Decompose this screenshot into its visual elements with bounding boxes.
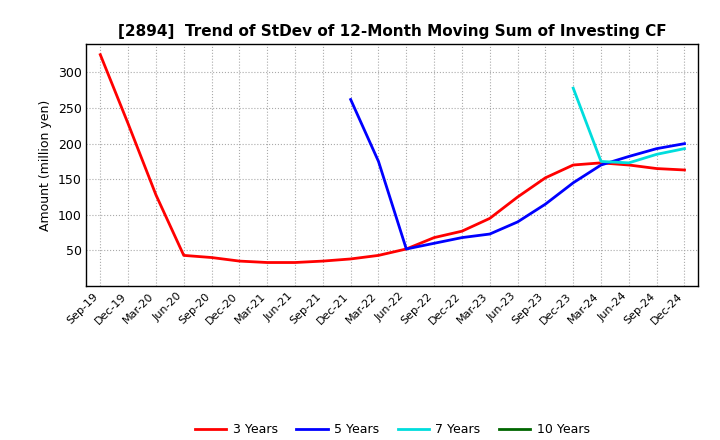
3 Years bbox=[263, 260, 271, 265]
5 Years bbox=[569, 180, 577, 185]
5 Years bbox=[458, 235, 467, 240]
3 Years bbox=[124, 121, 132, 126]
7 Years bbox=[680, 146, 689, 151]
3 Years bbox=[624, 162, 633, 168]
3 Years bbox=[569, 162, 577, 168]
3 Years bbox=[291, 260, 300, 265]
3 Years bbox=[485, 216, 494, 221]
5 Years bbox=[680, 141, 689, 146]
5 Years bbox=[597, 162, 606, 168]
7 Years bbox=[652, 152, 661, 157]
5 Years bbox=[402, 246, 410, 252]
Legend: 3 Years, 5 Years, 7 Years, 10 Years: 3 Years, 5 Years, 7 Years, 10 Years bbox=[190, 418, 595, 440]
3 Years bbox=[152, 192, 161, 198]
3 Years bbox=[430, 235, 438, 240]
3 Years bbox=[597, 160, 606, 165]
Line: 3 Years: 3 Years bbox=[100, 55, 685, 263]
3 Years bbox=[207, 255, 216, 260]
3 Years bbox=[458, 228, 467, 234]
5 Years bbox=[485, 231, 494, 237]
3 Years bbox=[179, 253, 188, 258]
3 Years bbox=[513, 194, 522, 200]
3 Years bbox=[541, 175, 550, 180]
5 Years bbox=[374, 159, 383, 164]
3 Years bbox=[235, 258, 243, 264]
7 Years bbox=[597, 159, 606, 164]
5 Years bbox=[624, 154, 633, 159]
3 Years bbox=[680, 167, 689, 172]
5 Years bbox=[346, 97, 355, 102]
Title: [2894]  Trend of StDev of 12-Month Moving Sum of Investing CF: [2894] Trend of StDev of 12-Month Moving… bbox=[118, 24, 667, 39]
5 Years bbox=[541, 202, 550, 207]
3 Years bbox=[652, 166, 661, 171]
Line: 7 Years: 7 Years bbox=[573, 88, 685, 163]
3 Years bbox=[402, 246, 410, 252]
7 Years bbox=[569, 85, 577, 91]
7 Years bbox=[624, 160, 633, 165]
5 Years bbox=[513, 219, 522, 224]
Y-axis label: Amount (million yen): Amount (million yen) bbox=[39, 99, 52, 231]
3 Years bbox=[96, 52, 104, 57]
5 Years bbox=[652, 146, 661, 151]
3 Years bbox=[318, 258, 327, 264]
3 Years bbox=[346, 257, 355, 262]
3 Years bbox=[374, 253, 383, 258]
5 Years bbox=[430, 241, 438, 246]
Line: 5 Years: 5 Years bbox=[351, 99, 685, 249]
